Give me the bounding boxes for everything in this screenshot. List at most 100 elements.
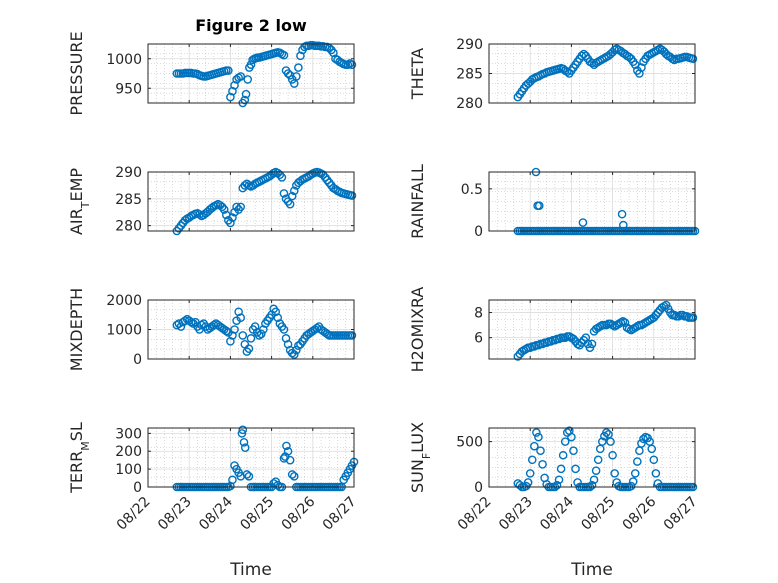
data-point [347,331,357,340]
data-point [256,329,266,339]
y-axis-label: AIRTEMP [67,168,92,235]
data-point [240,95,250,105]
data-point [560,437,570,446]
subplot-1: 950 1000 PRESSURE [67,31,357,116]
axes-frame [488,299,696,360]
axes-frame [488,427,696,488]
data-point [230,325,239,334]
x-tick-label: 08/25 [237,494,277,534]
y-tick-label: 290 [456,37,483,53]
y-tick-label: 285 [456,67,483,83]
data-point [236,202,245,212]
y-tick-label: 280 [456,96,483,112]
data-point [602,428,611,437]
data-point [244,471,254,481]
data-point [562,67,572,77]
data-point [534,432,543,442]
data-series [513,300,698,361]
data-point [558,450,568,460]
data-point [279,189,289,198]
data-point [282,441,291,451]
axes-frame [147,299,355,360]
data-point [273,480,283,490]
y-axis-label: PRESSURE [67,31,86,115]
y-tick-label: 6 [474,331,483,347]
data-point [197,320,206,330]
data-point [575,340,584,350]
data-point [608,450,617,460]
axes-frame [147,427,355,488]
data-point [239,438,249,447]
data-point [591,466,601,475]
data-point [279,325,289,334]
data-point [651,310,661,320]
data-point [606,437,615,446]
data-point [242,470,252,479]
data-point [628,477,638,486]
data-point [525,469,535,478]
axes-frame [147,171,355,232]
data-point [620,318,630,327]
data-point [530,441,539,451]
data-point [238,425,248,435]
data-point [254,331,264,340]
x-tick-label: 08/23 [155,494,195,534]
data-point [515,480,525,490]
x-tick-label: 08/26 [620,494,660,534]
data-point [587,339,597,349]
data-point [292,72,301,81]
y-axis-label: RAINFALL [408,164,427,239]
data-series [513,44,698,102]
data-point [209,320,219,330]
data-point [322,329,332,339]
data-point [228,475,237,485]
data-point [637,439,646,448]
data-point [619,220,628,230]
y-axis-label: THETA [408,48,427,100]
data-point [598,437,607,446]
x-tick-label: 08/25 [578,494,618,534]
x-tick-label: 08/26 [279,494,319,534]
y-tick-label: 1000 [106,52,142,68]
data-point [647,444,657,454]
data-point [279,50,289,60]
data-point [688,54,698,64]
y-tick-label: 0.5 [461,182,483,198]
data-point [289,471,299,481]
y-axis-label: TERRMSL [67,422,92,494]
data-point [246,334,256,343]
x-tick-label: 08/27 [320,494,360,534]
data-point [589,475,599,485]
x-axis-label: Time [229,560,272,580]
data-point [534,201,544,211]
y-tick-label: 300 [115,426,142,442]
data-point [240,181,250,190]
data-series [172,304,357,359]
data-point [577,338,587,347]
y-tick-label: 0 [474,480,483,496]
data-point [552,480,562,490]
subplot-3: 280 285 290 AIRTEMP [67,165,357,236]
data-point [238,331,248,340]
subplot-8: 0 500 SUNFLUX 08/22 08/23 08/24 08/25 08/26 08/2… [408,422,701,580]
figure-title: Figure 2 low [195,16,307,35]
data-point [285,199,295,209]
x-tick-label: 08/27 [661,494,701,534]
data-point [180,316,190,325]
data-point [587,58,597,68]
data-point [569,334,578,344]
data-point [221,326,231,336]
y-tick-label: 285 [115,192,142,208]
data-series [172,167,357,236]
data-point [649,455,659,465]
subplot-6: 6 8 H2OMIXRA [408,287,698,372]
data-point [578,218,588,227]
x-tick-label: 08/24 [196,494,236,534]
data-point [556,464,566,474]
data-point [527,455,537,465]
y-tick-label: 1000 [106,323,142,339]
data-point [237,429,247,438]
data-point [241,89,251,99]
